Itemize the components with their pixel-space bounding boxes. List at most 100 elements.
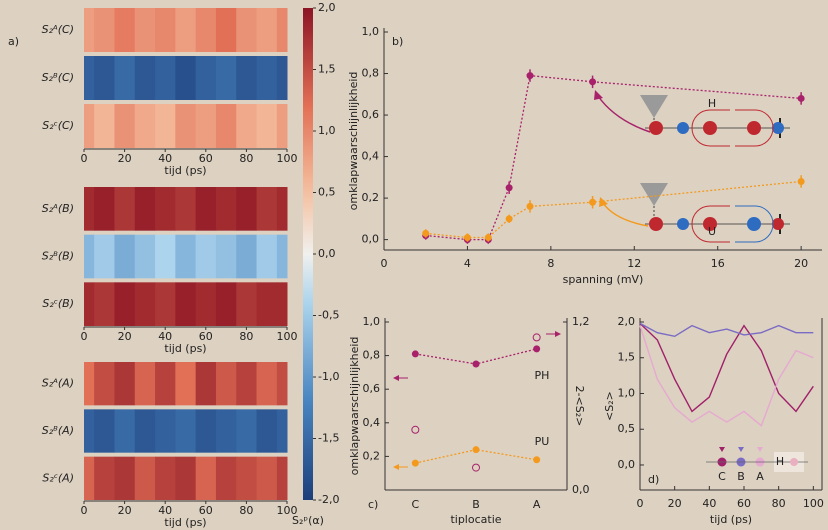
heat-cell — [114, 362, 135, 405]
y-tick-label: 1,0 — [363, 315, 381, 328]
y-tick-label: 1,0 — [362, 25, 380, 38]
heat-cell — [277, 235, 288, 279]
legend-marker — [738, 447, 744, 452]
marker — [412, 426, 419, 433]
x-tick-label: 80 — [772, 497, 786, 510]
heat-cell — [175, 409, 196, 452]
figure: a)S₂ᴬ(C)S₂ᴮ(C)S₂ᶜ(C)020406080100tijd (ps… — [0, 0, 828, 530]
heat-cell — [236, 8, 257, 52]
diagram-h — [594, 90, 790, 146]
y-tick-label: 2,0 — [618, 315, 636, 328]
heat-cell — [216, 282, 237, 326]
marker — [473, 361, 479, 367]
row-label: S₂ᴬ(B) — [42, 202, 74, 215]
heat-cell — [94, 235, 115, 279]
y-tick-label: 0,4 — [363, 416, 381, 429]
x-tick-label: A — [533, 498, 541, 511]
x-tick-label: 0 — [381, 257, 388, 270]
heat-cell — [196, 104, 217, 148]
heat-cell — [155, 104, 176, 148]
heat-cell — [135, 56, 156, 100]
heat-cell — [277, 282, 288, 326]
heat-cell — [277, 104, 288, 148]
marker — [534, 457, 540, 463]
x-tick-label: 80 — [239, 330, 253, 343]
colorbar-label: S₂ᵖ(α) — [292, 514, 324, 527]
heat-cell — [216, 362, 237, 405]
heat-cell — [175, 187, 196, 231]
heat-cell — [175, 56, 196, 100]
marker — [798, 178, 804, 184]
y-tick-label: 0,2 — [363, 449, 381, 462]
heat-cell — [94, 282, 115, 326]
colorbar-tick-label: 1,5 — [318, 63, 336, 76]
heat-cell — [257, 409, 278, 452]
marker — [527, 203, 533, 209]
heat-cell — [175, 457, 196, 500]
colorbar-tick-label: -1,5 — [318, 432, 339, 445]
heat-cell — [114, 56, 135, 100]
x-tick-label: 8 — [547, 257, 554, 270]
series-line — [640, 326, 813, 426]
heat-cell — [216, 235, 237, 279]
heat-cell — [84, 282, 95, 326]
heat-cell — [216, 8, 237, 52]
heat-cell — [196, 235, 217, 279]
row-label: S₂ᴮ(A) — [42, 424, 74, 437]
y-axis-label: omklapwaarschijnlijkheid — [348, 337, 361, 476]
heat-cell — [196, 187, 217, 231]
heat-cell — [257, 457, 278, 500]
heat-cell — [84, 409, 95, 452]
x-tick-label: 100 — [277, 152, 298, 165]
heat-cell — [175, 235, 196, 279]
row-label: S₂ᶜ(B) — [42, 297, 74, 310]
heat-cell — [155, 282, 176, 326]
x-tick-label: 80 — [239, 504, 253, 517]
heat-cell — [114, 8, 135, 52]
colorbar-tick-label: -1,0 — [318, 370, 339, 383]
y-tick-label: 0,2 — [362, 191, 380, 204]
heat-cell — [196, 8, 217, 52]
heat-cell — [135, 457, 156, 500]
y-tick-label: 0,6 — [362, 108, 380, 121]
x-tick-label: 20 — [118, 330, 132, 343]
colorbar-tick-label: 2,0 — [318, 1, 336, 14]
heat-cell — [135, 187, 156, 231]
row-label: S₂ᶜ(A) — [42, 471, 74, 484]
row-label: S₂ᶜ(C) — [42, 119, 74, 132]
x-tick-label: 12 — [627, 257, 641, 270]
marker — [590, 199, 596, 205]
heat-cell — [277, 457, 288, 500]
y-tick-label: 1,0 — [618, 386, 636, 399]
row-label: S₂ᴮ(B) — [42, 250, 74, 263]
heat-cell — [196, 457, 217, 500]
marker — [473, 464, 480, 471]
heat-cell — [94, 56, 115, 100]
heat-cell — [216, 457, 237, 500]
heat-cell — [196, 409, 217, 452]
x-axis-label: tijd (ps) — [710, 513, 752, 526]
heat-cell — [84, 104, 95, 148]
y-tick-label: 0,8 — [362, 67, 380, 80]
heat-cell — [236, 56, 257, 100]
heat-cell — [155, 457, 176, 500]
heat-cell — [216, 409, 237, 452]
colorbar-tick-label: 1,0 — [318, 124, 336, 137]
colorbar-tick-label: -0,5 — [318, 309, 339, 322]
marker — [533, 334, 540, 341]
y-tick-label: 0,0 — [618, 458, 636, 471]
y-tick-label: 0,5 — [618, 422, 636, 435]
colorbar — [303, 8, 313, 500]
heat-cell — [155, 235, 176, 279]
x-tick-label: 40 — [702, 497, 716, 510]
series-line — [426, 182, 801, 238]
heat-cell — [135, 282, 156, 326]
heat-cell — [114, 282, 135, 326]
legend-label: B — [737, 470, 745, 483]
heat-cell — [84, 457, 95, 500]
heat-cell — [257, 187, 278, 231]
marker — [590, 79, 596, 85]
marker — [412, 460, 418, 466]
heat-cell — [84, 235, 95, 279]
heat-cell — [216, 56, 237, 100]
